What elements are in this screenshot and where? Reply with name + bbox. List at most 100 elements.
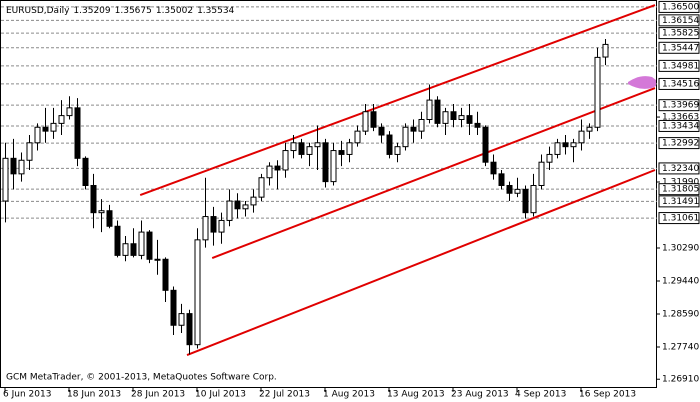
candle-body xyxy=(106,210,113,227)
candle-body xyxy=(98,210,105,214)
candle-body xyxy=(34,126,41,144)
candle-body xyxy=(234,200,241,210)
candle-body xyxy=(442,111,449,124)
candle-body xyxy=(386,134,393,155)
candle-body xyxy=(226,200,233,221)
candle-body xyxy=(274,165,281,171)
header-field: 1.35209 xyxy=(73,6,110,16)
candle-body xyxy=(370,111,377,128)
candle-body xyxy=(314,142,321,148)
level-label: 1.35447 xyxy=(662,43,699,53)
candle-body xyxy=(602,43,609,58)
candle-body xyxy=(578,130,585,144)
candle-body xyxy=(42,126,49,132)
candle-body xyxy=(490,161,497,175)
candle-body xyxy=(138,231,145,256)
header: EURUSD,Daily 1.35209 1.35675 1.35002 1.35534 xyxy=(6,6,235,16)
candle-body xyxy=(250,196,257,206)
level-label: 1.32340 xyxy=(662,164,699,174)
candle-body xyxy=(322,142,329,183)
candle-body xyxy=(570,142,577,148)
x-tick-label: 1 Aug 2013 xyxy=(323,390,375,400)
candle-body xyxy=(2,157,9,202)
candle-body xyxy=(130,243,137,256)
level-label: 1.34981 xyxy=(662,61,699,71)
candle-body xyxy=(170,289,177,326)
candle-body xyxy=(538,161,545,186)
y-tick-label: 1.33663 xyxy=(662,113,699,123)
candle-body xyxy=(282,150,289,171)
candle-body xyxy=(50,122,57,132)
candle-body xyxy=(58,115,65,124)
candle-body xyxy=(346,142,353,155)
candle-body xyxy=(114,225,121,256)
level-label: 1.31061 xyxy=(662,214,699,224)
candle-body xyxy=(90,184,97,214)
trendline xyxy=(139,4,656,196)
y-tick-label: 1.26910 xyxy=(662,375,699,385)
candle-body xyxy=(554,142,561,155)
level-label: 1.31491 xyxy=(662,197,699,207)
candle-body xyxy=(546,153,553,163)
y-tick-label: 1.30290 xyxy=(662,244,699,254)
candle-body xyxy=(522,188,529,214)
level-box xyxy=(658,162,700,175)
candle-body xyxy=(146,231,153,260)
y-tick-label: 1.27740 xyxy=(662,343,699,353)
candle-body xyxy=(402,126,409,148)
candle-body xyxy=(418,118,425,132)
y-tick-label: 1.31990 xyxy=(662,178,699,188)
level-label: 1.36500 xyxy=(662,2,699,12)
candle-body xyxy=(450,111,457,120)
level-box xyxy=(658,119,700,132)
candle-body xyxy=(362,111,369,132)
candle-body xyxy=(82,157,89,186)
candle-body xyxy=(410,126,417,132)
candle-body xyxy=(530,184,537,214)
x-tick-label: 18 Jun 2013 xyxy=(67,390,121,400)
y-tick-label: 1.28590 xyxy=(662,310,699,320)
candle-body xyxy=(218,219,225,233)
level-box xyxy=(658,212,700,225)
candle-body xyxy=(498,173,505,186)
candle-body xyxy=(466,115,473,124)
x-tick-label: 13 Aug 2013 xyxy=(387,390,445,400)
candle-body xyxy=(426,99,433,120)
candle-body xyxy=(594,56,601,128)
candle-body xyxy=(122,243,129,256)
x-tick-label: 22 Jul 2013 xyxy=(259,390,310,400)
level-label: 1.32992 xyxy=(662,139,699,149)
level-label: 1.31805 xyxy=(662,185,699,195)
candle-body xyxy=(202,216,209,241)
candle-body xyxy=(186,313,193,346)
y-tick-label: 1.29440 xyxy=(662,277,699,287)
candle-body xyxy=(162,258,169,291)
candle-body xyxy=(258,177,265,198)
x-tick-label: 10 Jul 2013 xyxy=(195,390,246,400)
candle-body xyxy=(306,146,313,155)
candle-body xyxy=(482,126,489,163)
candle-body xyxy=(266,165,273,179)
level-box xyxy=(658,77,700,90)
candle-body xyxy=(330,150,337,183)
level-box xyxy=(658,195,700,208)
candle-body xyxy=(458,115,465,120)
candle-body xyxy=(242,204,249,210)
level-box xyxy=(658,0,700,13)
candle-body xyxy=(378,126,385,136)
candle-body xyxy=(178,313,185,326)
candle-body xyxy=(338,150,345,155)
levels xyxy=(1,6,657,219)
candle-body xyxy=(66,107,73,117)
header-field: EURUSD,Daily xyxy=(6,6,70,16)
candle-body xyxy=(210,216,217,233)
trendlines xyxy=(139,4,656,356)
candle-body xyxy=(18,159,25,175)
level-box xyxy=(658,14,700,27)
candle-body xyxy=(290,142,297,152)
candles xyxy=(2,38,609,355)
level-label: 1.34516 xyxy=(662,79,699,89)
header-field: 1.35675 xyxy=(115,6,152,16)
